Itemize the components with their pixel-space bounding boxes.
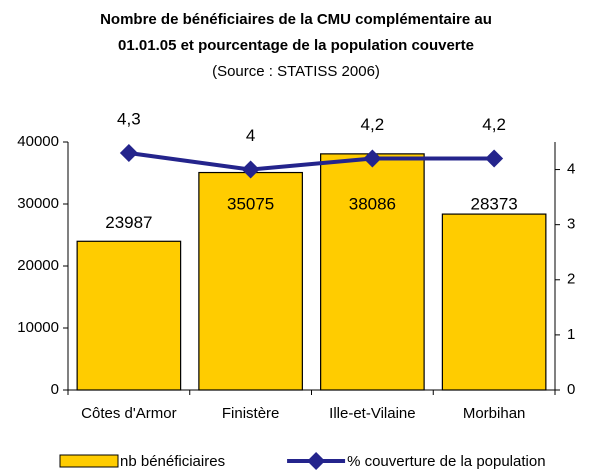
data-label: 38086 [349, 194, 396, 213]
data-label: 28373 [470, 194, 517, 213]
legend-label: nb bénéficiaires [120, 453, 225, 470]
data-label: 4,2 [361, 115, 385, 134]
y2-tick-label: 2 [567, 271, 575, 288]
bar [441, 213, 547, 391]
bar [198, 171, 303, 391]
line-marker [363, 149, 382, 168]
y-tick-label: 40000 [17, 133, 59, 150]
bar [76, 240, 182, 391]
chart-title: Nombre de bénéficiaires de la CMU complé… [100, 11, 492, 28]
y2-tick-label: 1 [567, 326, 575, 343]
legend-swatch [59, 454, 119, 468]
line-marker [485, 149, 504, 168]
line-marker [119, 144, 138, 163]
chart-title: 01.01.05 et pourcentage de la population… [118, 37, 474, 54]
chart-subtitle: (Source : STATISS 2006) [212, 63, 380, 80]
data-label: 4,3 [117, 110, 141, 129]
line-marker [241, 160, 260, 179]
y-tick-label: 20000 [17, 257, 59, 274]
x-tick-label: Finistère [222, 405, 280, 422]
data-label: 23987 [105, 213, 152, 232]
data-label: 35075 [227, 194, 274, 213]
legend-swatch [307, 452, 326, 470]
x-tick-label: Morbihan [463, 405, 526, 422]
bar [320, 153, 425, 391]
legend-label: % couverture de la population [347, 453, 545, 470]
y2-tick-label: 3 [567, 216, 575, 233]
x-tick-label: Ille-et-Vilaine [329, 405, 415, 422]
line [128, 151, 495, 172]
y-tick-label: 10000 [17, 319, 59, 336]
y-tick-label: 30000 [17, 195, 59, 212]
y2-tick-label: 4 [567, 161, 575, 178]
x-tick-label: Côtes d'Armor [81, 405, 176, 422]
data-label: 4,2 [482, 115, 506, 134]
data-label: 4 [246, 126, 255, 145]
y-tick-label: 0 [51, 381, 59, 398]
y2-tick-label: 0 [567, 381, 575, 398]
